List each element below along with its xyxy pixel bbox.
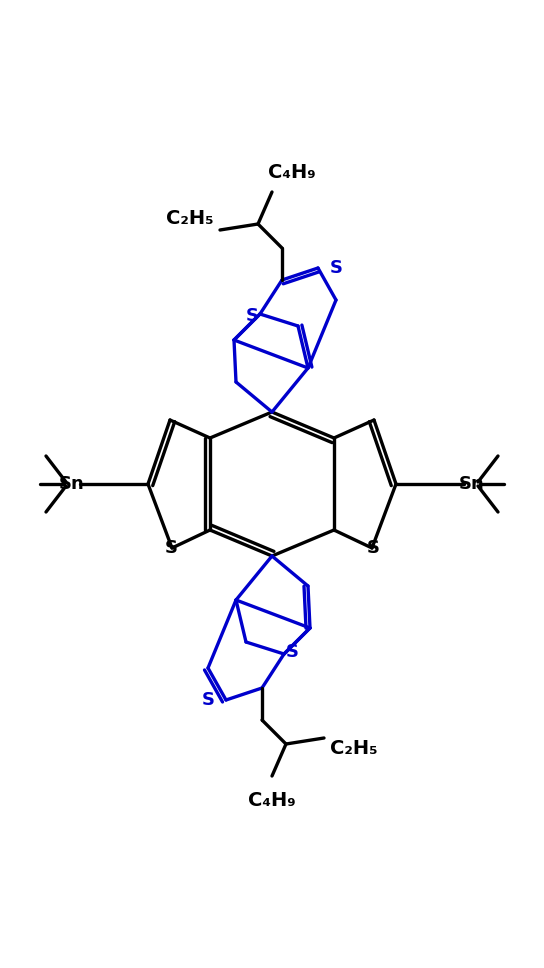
Text: S: S	[367, 539, 380, 557]
Text: C₄H₉: C₄H₉	[248, 791, 296, 809]
Text: S: S	[330, 259, 343, 277]
Text: S: S	[201, 691, 214, 709]
Text: C₂H₅: C₂H₅	[330, 739, 378, 758]
Text: Sn: Sn	[59, 475, 85, 493]
Text: S: S	[164, 539, 177, 557]
Text: Sn: Sn	[459, 475, 485, 493]
Text: S: S	[286, 643, 299, 661]
Text: S: S	[245, 307, 258, 325]
Text: C₂H₅: C₂H₅	[166, 208, 214, 227]
Text: C₄H₉: C₄H₉	[268, 163, 316, 182]
